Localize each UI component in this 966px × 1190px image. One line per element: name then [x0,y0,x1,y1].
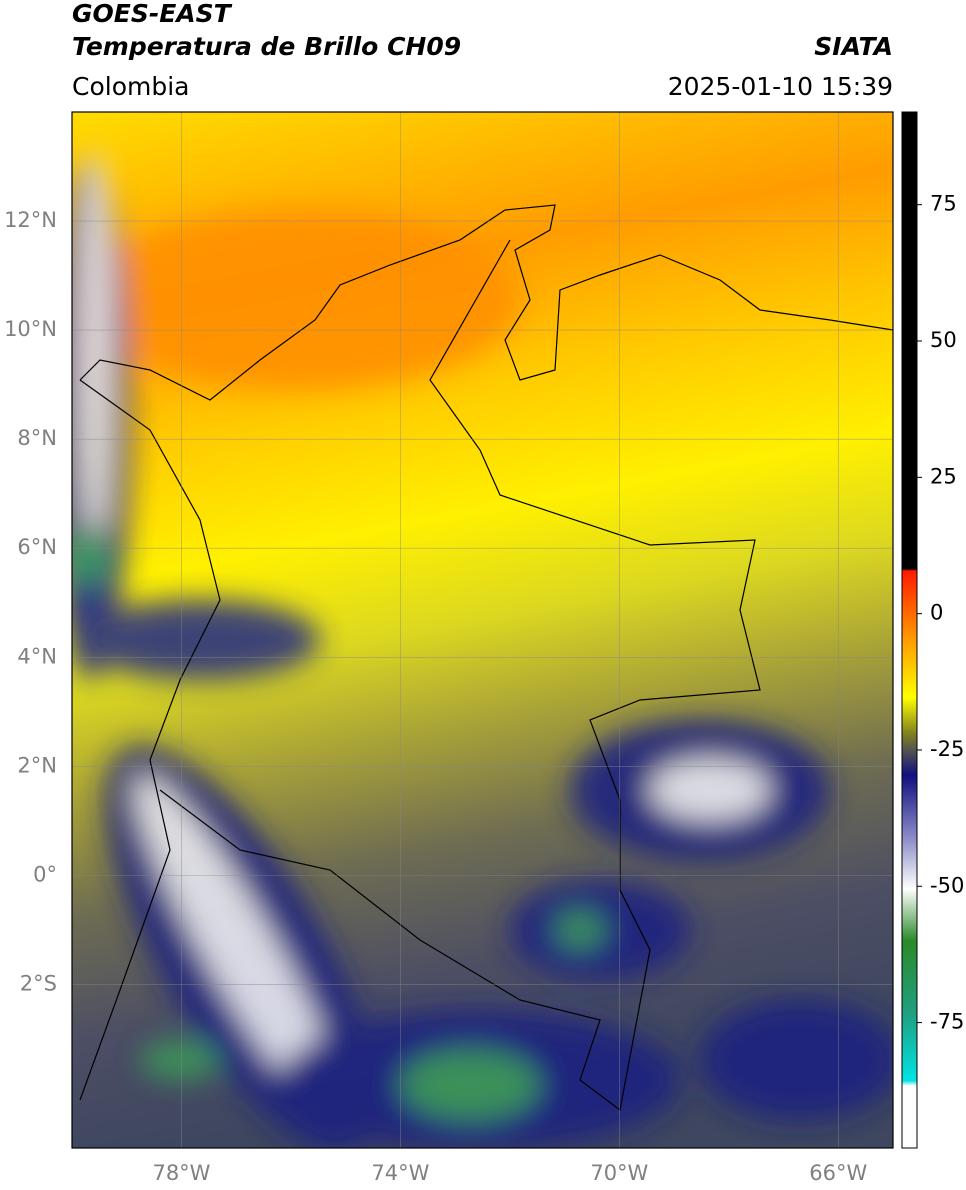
x-tick-label: 78°W [152,1161,210,1185]
x-tick-label: 66°W [809,1161,867,1185]
y-tick-label: 12°N [4,208,57,232]
map-frame [71,111,894,1149]
x-tick-label: 70°W [590,1161,648,1185]
datetime: 2025-01-10 15:39 [668,72,893,101]
colorbar-tick-label: -50 [930,873,964,897]
colorbar-tick-label: 25 [930,464,957,488]
colorbar-tick-label: 0 [930,601,943,625]
y-tick-label: 4°N [17,644,57,668]
y-tick-label: 0° [33,862,57,886]
colorbar-tick-label: 50 [930,328,957,352]
y-tick-label: 6°N [17,535,57,559]
y-tick-label: 8°N [17,426,57,450]
region: Colombia [72,72,189,101]
colorbar-tick-label: -25 [930,737,964,761]
y-tick-label: 10°N [4,317,57,341]
subtitle: Temperatura de Brillo CH09 [72,32,461,61]
satellite-image [72,112,893,1148]
title: GOES-EAST [72,0,233,28]
colorbar [901,111,918,1149]
grid [72,112,893,1148]
source: SIATA [814,32,893,61]
colorbar-tick-label: -75 [930,1010,964,1034]
y-tick-label: 2°N [17,753,57,777]
y-tick-label: 2°S [20,971,57,995]
colorbar-tick-label: 75 [930,192,957,216]
x-tick-label: 74°W [371,1161,429,1185]
